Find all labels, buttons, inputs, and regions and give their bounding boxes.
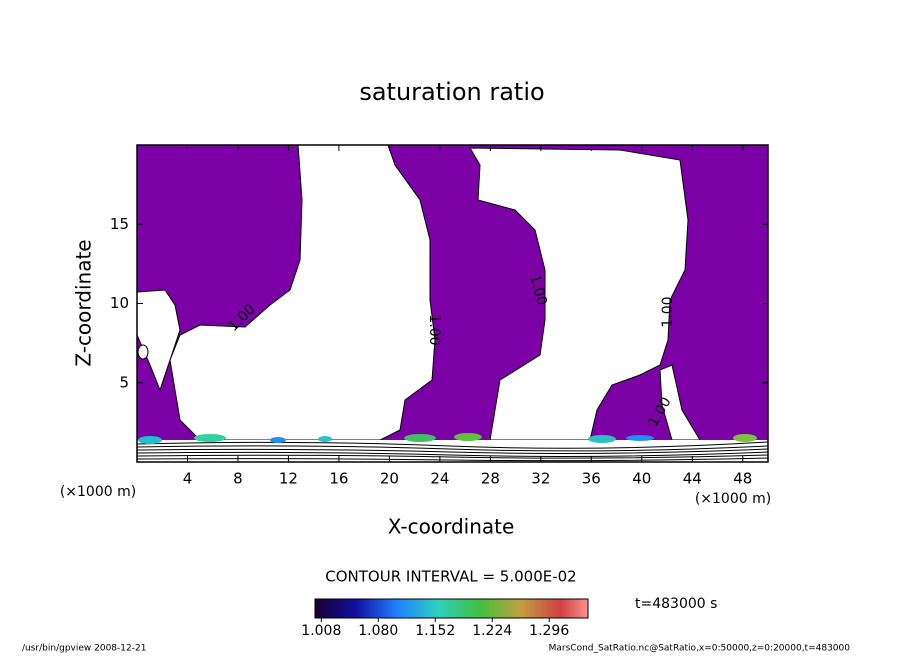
colorbar-tick-label: 1.224 (472, 623, 512, 639)
footer-left: /usr/bin/gpview 2008-12-21 (22, 644, 146, 654)
y-axis-label: Z-coordinate (72, 239, 96, 366)
x-tick-label: 40 (632, 470, 651, 488)
x-tick-label: 4 (183, 470, 193, 488)
contour-label: 1.00 (660, 296, 676, 327)
chart-title: saturation ratio (359, 78, 544, 106)
time-label: t=483000 s (635, 596, 717, 612)
footer-right: MarsCond_SatRatio.nc@SatRatio,x=0:50000,… (549, 644, 851, 654)
x-axis-label: X-coordinate (388, 515, 515, 539)
x-tick-label: 16 (329, 470, 348, 488)
x-tick-label: 32 (531, 470, 550, 488)
colorbar-tick-label: 1.152 (415, 623, 455, 639)
colorbar-tick-label: 1.296 (529, 623, 569, 639)
x-unit-label: (×1000 m) (695, 491, 771, 507)
contour-field (137, 145, 768, 462)
colorbar-tick-label: 1.008 (301, 623, 341, 639)
peak-spots (138, 433, 757, 444)
y-tick-label: 5 (119, 373, 129, 391)
y-tick-label: 10 (110, 294, 129, 312)
colorbar-tick-label: 1.080 (358, 623, 398, 639)
x-tick-label: 36 (582, 470, 601, 488)
x-tick-label: 12 (279, 470, 298, 488)
contour-label: 1.00 (526, 273, 550, 307)
x-tick-label: 44 (683, 470, 702, 488)
x-tick-label: 20 (380, 470, 399, 488)
y-unit-label: (×1000 m) (60, 484, 136, 500)
contour-interval: CONTOUR INTERVAL = 5.000E-02 (325, 568, 576, 586)
colorbar (314, 598, 589, 619)
x-tick-label: 48 (733, 470, 752, 488)
clear-region (137, 344, 149, 360)
x-tick-label: 24 (430, 470, 449, 488)
contour-label: 1.00 (426, 314, 442, 345)
x-tick-label: 28 (481, 470, 500, 488)
y-tick-label: 15 (110, 215, 129, 233)
x-tick-label: 8 (233, 470, 243, 488)
